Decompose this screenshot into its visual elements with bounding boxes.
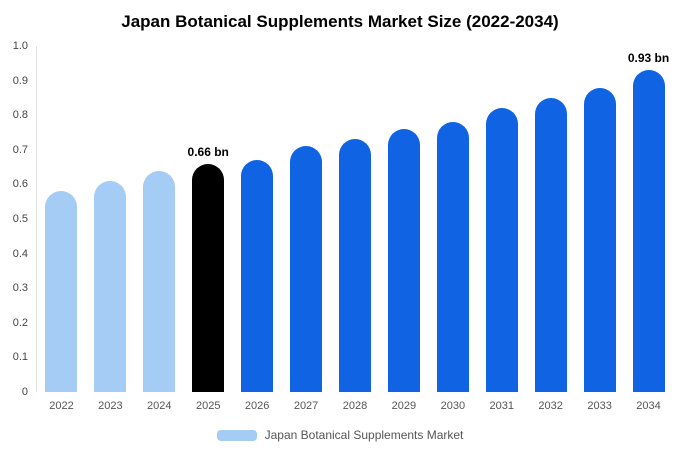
- y-tick-label: 0.8: [12, 109, 28, 122]
- x-tick-label-2034: 2034: [636, 400, 661, 412]
- bar-2025[interactable]: 0.66 bn: [188, 145, 229, 392]
- bar-2024[interactable]: [143, 170, 176, 392]
- bar-group-2026: 2026: [233, 46, 282, 412]
- plot-area: 2022 2023 2024 0.66 bn 2025 2026 2027 2028 2029 2…: [36, 46, 673, 412]
- y-tick-label: 0: [21, 386, 28, 398]
- bar-2030[interactable]: [436, 122, 469, 392]
- bar-group-2025: 0.66 bn 2025: [184, 46, 233, 412]
- bar-group-2028: 2028: [331, 46, 380, 412]
- bar-group-2027: 2027: [282, 46, 331, 412]
- bar-group-2031: 2031: [477, 46, 526, 412]
- legend-label: Japan Botanical Supplements Market: [264, 428, 464, 442]
- x-tick-label-2030: 2030: [440, 400, 466, 412]
- y-tick-label: 0.5: [12, 213, 28, 225]
- y-tick-label: 1.0: [12, 40, 28, 52]
- y-tick-label: 0.7: [12, 143, 28, 156]
- x-tick-label-2029: 2029: [391, 400, 417, 412]
- x-tick-label-2027: 2027: [293, 400, 319, 412]
- y-tick-label: 0.4: [12, 247, 28, 260]
- y-tick-label: 0.6: [12, 178, 28, 191]
- chart-area: 0 0.1 0.2 0.3 0.4 0.5 0.6 0.7 0.8 0.9 1.0 2022 2023…: [13, 40, 673, 412]
- x-tick-label-2024: 2024: [147, 400, 172, 412]
- y-tick-label: 0.1: [12, 351, 28, 364]
- value-label-2034: 0.93 bn: [627, 51, 670, 66]
- bar-2029[interactable]: [387, 129, 420, 392]
- legend[interactable]: Japan Botanical Supplements Market: [0, 428, 680, 442]
- bar-group-2030: 2030: [428, 46, 477, 412]
- x-tick-label-2032: 2032: [538, 400, 563, 412]
- bar-2028[interactable]: [338, 139, 371, 392]
- x-tick-label-2026: 2026: [244, 400, 270, 412]
- bar-group-2023: 2023: [86, 46, 135, 412]
- x-tick-label-2033: 2033: [587, 400, 612, 412]
- x-tick-label-2028: 2028: [342, 400, 368, 412]
- bar-2026[interactable]: [241, 160, 274, 392]
- x-tick-label-2022: 2022: [49, 400, 74, 412]
- bar-group-2032: 2032: [526, 46, 575, 412]
- y-tick-label: 0.2: [12, 316, 28, 329]
- bar-group-2033: 2033: [575, 46, 624, 412]
- bar-2033[interactable]: [583, 87, 616, 392]
- bar-2023[interactable]: [94, 180, 127, 392]
- y-tick-label: 0.3: [12, 282, 28, 295]
- x-tick-label-2023: 2023: [98, 400, 123, 412]
- bar-group-2024: 2024: [135, 46, 184, 412]
- x-tick-label-2031: 2031: [489, 400, 514, 412]
- bar-2027[interactable]: [290, 146, 323, 392]
- bar-2031[interactable]: [485, 108, 518, 392]
- y-tick-label: 0.9: [12, 74, 28, 87]
- bar-group-2029: 2029: [379, 46, 428, 412]
- bar-2022[interactable]: [45, 191, 78, 392]
- bar-group-2034: 0.93 bn 2034: [624, 46, 673, 412]
- chart-title: Japan Botanical Supplements Market Size …: [121, 12, 559, 31]
- value-label-2025: 0.66 bn: [187, 144, 229, 159]
- bar-2032[interactable]: [534, 97, 567, 392]
- x-tick-label-2025: 2025: [195, 400, 221, 412]
- bar-2034[interactable]: 0.93 bn: [628, 51, 669, 392]
- bar-group-2022: 2022: [37, 46, 86, 412]
- y-axis: 0 0.1 0.2 0.3 0.4 0.5 0.6 0.7 0.8 0.9 1.0: [2, 40, 32, 398]
- legend-swatch: [216, 429, 257, 441]
